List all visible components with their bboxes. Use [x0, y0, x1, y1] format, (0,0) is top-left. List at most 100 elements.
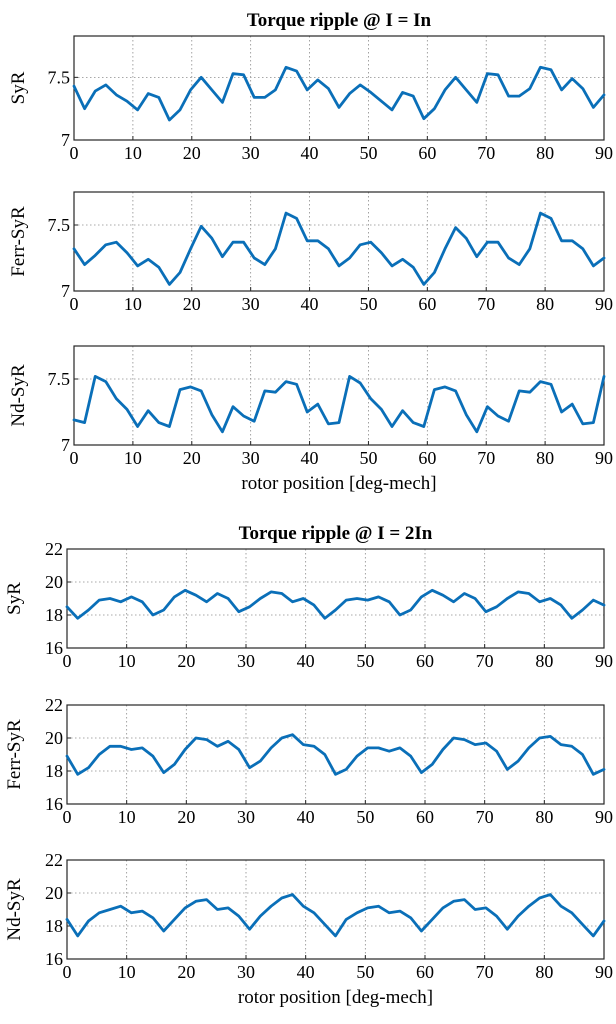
- panel-5-ytick-label-20: 20: [45, 728, 63, 748]
- panel-5-xtick-label-40: 40: [297, 807, 315, 827]
- panel-2-xtick-label-50: 50: [359, 294, 377, 314]
- panel-4-axes-frame: [66, 548, 605, 649]
- panel-3-ylabel: Nd-SyR: [8, 364, 29, 427]
- panel-2-xtick-label-80: 80: [536, 294, 554, 314]
- panel-1-ylabel: SyR: [8, 71, 29, 104]
- panel-5-series-line-1: [65, 733, 606, 776]
- panel-3-xtick-label-90: 90: [595, 448, 613, 468]
- panel-2-ylabel: Ferr-SyR: [8, 206, 29, 277]
- panel-2-axes-frame: [73, 191, 605, 292]
- panel-2-xtick-label-70: 70: [477, 294, 495, 314]
- panel-4-xtick-label-60: 60: [416, 651, 434, 671]
- panel-2-xtick-label-10: 10: [124, 294, 142, 314]
- panel-6-ytick-label-18: 18: [45, 916, 63, 936]
- panel-3-axes-frame: [73, 345, 605, 446]
- panel-6-xtick-label-60: 60: [416, 962, 434, 982]
- panel-5-xtick-label-50: 50: [356, 807, 374, 827]
- panel-6-xtick-label-0: 0: [63, 962, 72, 982]
- panel-6-ytick-label-22: 22: [45, 850, 63, 870]
- panel-2-ytick-label-7: 7: [61, 281, 70, 301]
- panel-2-xtick-label-60: 60: [418, 294, 436, 314]
- panel-4-ytick-label-22: 22: [45, 539, 63, 559]
- panel-3-ytick-label-7.5: 7.5: [48, 369, 71, 389]
- panel-6-xlabel: rotor position [deg-mech]: [238, 987, 433, 1008]
- panel-6-xtick-label-50: 50: [356, 962, 374, 982]
- panel-2-ytick-label-7.5: 7.5: [48, 215, 71, 235]
- panel-5-xtick-label-90: 90: [595, 807, 613, 827]
- panel-5-ylabel: Ferr-SyR: [4, 719, 25, 790]
- panel-4-xtick-label-30: 30: [237, 651, 255, 671]
- panel-5-axes-frame: [66, 704, 605, 805]
- panel-1-xtick-label-40: 40: [301, 143, 319, 163]
- panel-1-xtick-label-90: 90: [595, 143, 613, 163]
- panel-3-xtick-label-80: 80: [536, 448, 554, 468]
- panel-3-xtick-label-40: 40: [301, 448, 319, 468]
- panel-6-ylabel: Nd-SyR: [4, 878, 25, 941]
- panel-1-xtick-label-50: 50: [359, 143, 377, 163]
- panel-4-xtick-label-50: 50: [356, 651, 374, 671]
- panel-1-xtick-label-0: 0: [70, 143, 79, 163]
- panel-6-xtick-label-30: 30: [237, 962, 255, 982]
- panel-5-xtick-label-0: 0: [63, 807, 72, 827]
- panel-5-xtick-label-70: 70: [476, 807, 494, 827]
- panel-4-xtick-label-0: 0: [63, 651, 72, 671]
- panel-5-xtick-label-30: 30: [237, 807, 255, 827]
- panel-5-xtick-label-80: 80: [535, 807, 553, 827]
- panel-4-ytick-label-18: 18: [45, 605, 63, 625]
- panel-1-axes-frame: [73, 35, 605, 141]
- panel-6-xtick-label-20: 20: [177, 962, 195, 982]
- panel-3-xtick-label-0: 0: [70, 448, 79, 468]
- panel-3-xtick-label-30: 30: [242, 448, 260, 468]
- panel-2-xtick-label-0: 0: [70, 294, 79, 314]
- panel-6-xtick-label-90: 90: [595, 962, 613, 982]
- panel-1-series-line-1: [72, 65, 606, 122]
- panel-1-xtick-label-10: 10: [124, 143, 142, 163]
- panel-5-ytick-label-22: 22: [45, 695, 63, 715]
- panel-1-ytick-label-7.5: 7.5: [48, 67, 71, 87]
- panel-2-xtick-label-30: 30: [242, 294, 260, 314]
- panel-4-xtick-label-40: 40: [297, 651, 315, 671]
- panel-3-xtick-label-10: 10: [124, 448, 142, 468]
- panel-6-ytick-label-16: 16: [45, 949, 63, 969]
- panel-4-xtick-label-70: 70: [476, 651, 494, 671]
- panel-4-title: Torque ripple @ I = 2In: [239, 523, 433, 544]
- panel-3-series-line-1: [72, 374, 606, 434]
- panel-5-xtick-label-20: 20: [177, 807, 195, 827]
- panel-3-xtick-label-70: 70: [477, 448, 495, 468]
- panel-4-ytick-label-16: 16: [45, 638, 63, 658]
- panel-1-xtick-label-30: 30: [242, 143, 260, 163]
- panel-6-xtick-label-40: 40: [297, 962, 315, 982]
- panel-3-xtick-label-50: 50: [359, 448, 377, 468]
- panel-4-xtick-label-90: 90: [595, 651, 613, 671]
- panel-2-xtick-label-90: 90: [595, 294, 613, 314]
- panel-5-ytick-label-18: 18: [45, 761, 63, 781]
- panel-6-xtick-label-70: 70: [476, 962, 494, 982]
- panel-3-xlabel: rotor position [deg-mech]: [241, 473, 436, 494]
- panel-1-xtick-label-60: 60: [418, 143, 436, 163]
- panel-2-xtick-label-20: 20: [183, 294, 201, 314]
- panel-5-ytick-label-16: 16: [45, 794, 63, 814]
- panel-3-ytick-label-7: 7: [61, 435, 70, 455]
- panel-4-series-line-1: [65, 588, 606, 620]
- panel-1-ytick-label-7: 7: [61, 130, 70, 150]
- panel-1-title: Torque ripple @ I = In: [247, 10, 432, 31]
- panel-6-axes-frame: [66, 859, 605, 960]
- panel-4-xtick-label-80: 80: [535, 651, 553, 671]
- panel-4-ylabel: SyR: [4, 582, 25, 615]
- panel-4-xtick-label-20: 20: [177, 651, 195, 671]
- panel-3-xtick-label-20: 20: [183, 448, 201, 468]
- panel-6-series-line-1: [65, 893, 606, 938]
- panel-1-xtick-label-80: 80: [536, 143, 554, 163]
- panel-2-series-line-1: [72, 211, 606, 286]
- panel-1-xtick-label-20: 20: [183, 143, 201, 163]
- panel-1-xtick-label-70: 70: [477, 143, 495, 163]
- panel-3-xtick-label-60: 60: [418, 448, 436, 468]
- panel-5-xtick-label-60: 60: [416, 807, 434, 827]
- panel-6-xtick-label-80: 80: [535, 962, 553, 982]
- panel-6-xtick-label-10: 10: [118, 962, 136, 982]
- panel-6-ytick-label-20: 20: [45, 883, 63, 903]
- panel-2-xtick-label-40: 40: [301, 294, 319, 314]
- panel-4-xtick-label-10: 10: [118, 651, 136, 671]
- panel-5-xtick-label-10: 10: [118, 807, 136, 827]
